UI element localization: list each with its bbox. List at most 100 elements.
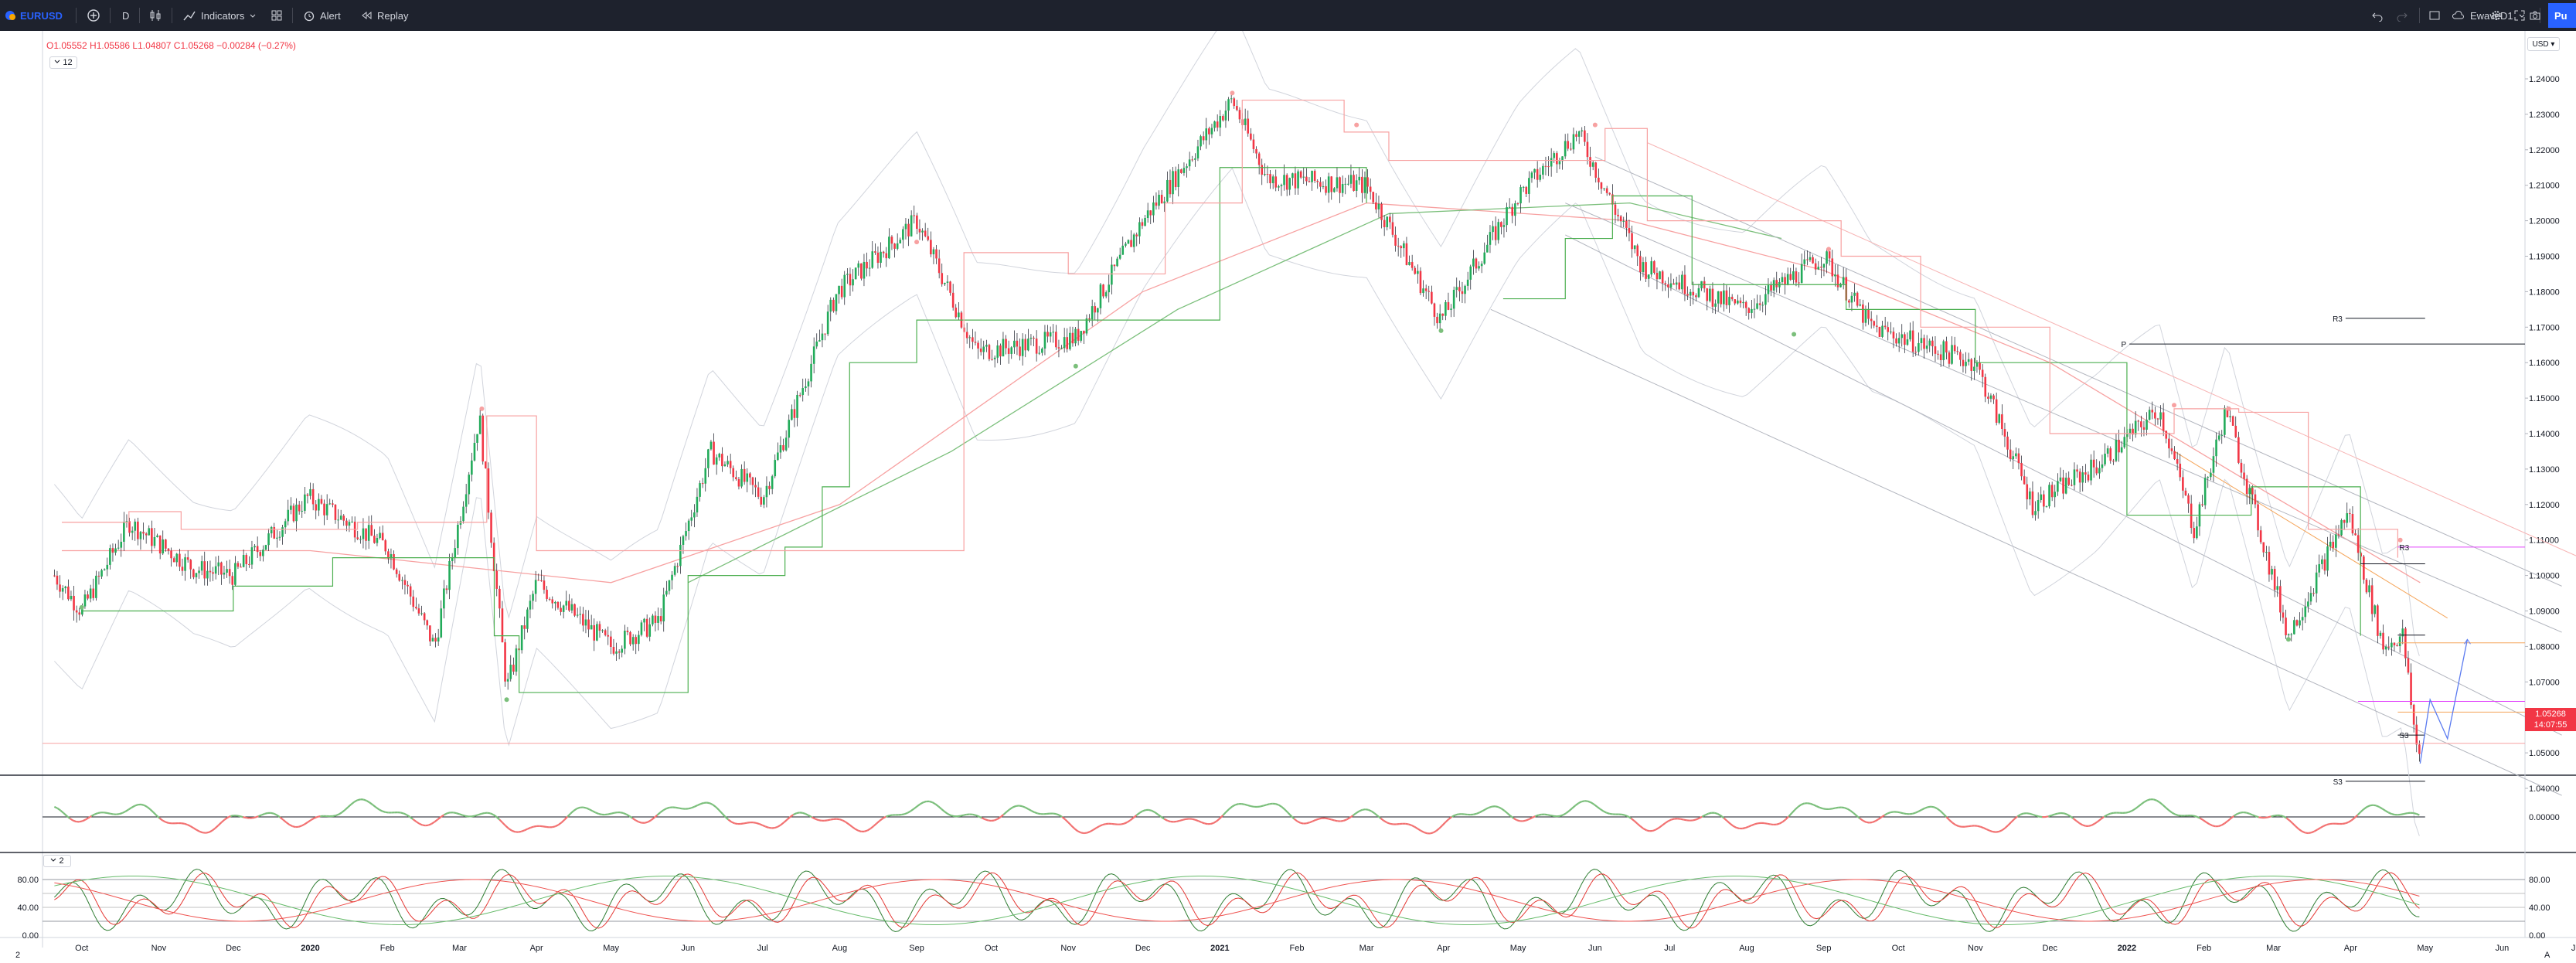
interval-button[interactable]: D	[122, 0, 129, 31]
candle-body	[1962, 359, 1965, 366]
oscillator-segment	[622, 812, 627, 815]
candle-body	[83, 594, 87, 607]
oscillator-segment	[1380, 817, 1385, 822]
candle-body	[587, 619, 590, 630]
oscillator-collapse-button[interactable]: 2	[43, 855, 71, 867]
oscillator-segment	[567, 812, 572, 818]
oscillator-segment	[1441, 821, 1447, 826]
indicators-collapse-button[interactable]: 12	[49, 56, 77, 69]
support-steps	[1502, 195, 2361, 636]
oscillator-segment	[1027, 808, 1032, 812]
candle-body	[2412, 704, 2415, 725]
oscillator-segment	[1523, 819, 1526, 822]
symbol-flag-icon	[5, 10, 15, 21]
oscillator-segment	[1176, 819, 1180, 822]
chart-type-button[interactable]	[148, 0, 162, 31]
auto-scale-toggle[interactable]: A	[2544, 951, 2550, 960]
oscillator-segment	[1829, 808, 1832, 811]
oscillator-segment	[372, 804, 377, 808]
undo-button[interactable]	[2371, 0, 2384, 31]
oscillator-segment	[158, 817, 164, 822]
candle-body	[1647, 274, 1650, 279]
price-tick-label: 1.04000	[2529, 784, 2560, 794]
oscillator-segment	[1571, 805, 1577, 809]
publish-button[interactable]: Pu	[2548, 3, 2576, 28]
oscillator-segment	[1424, 831, 1428, 835]
oscillator-segment	[1785, 815, 1790, 821]
candle-body	[476, 434, 478, 443]
candle-body	[198, 570, 200, 573]
symbol-search-button[interactable]: EURUSD	[5, 0, 63, 31]
candle-body	[1358, 176, 1361, 181]
oscillator-segment	[217, 822, 223, 826]
current-price-value: 1.05268	[2535, 709, 2566, 719]
replay-button[interactable]: Replay	[360, 0, 408, 31]
candle-body	[2243, 472, 2245, 479]
oscillator-segment	[533, 825, 537, 828]
candle-body	[276, 537, 278, 539]
layout-menu-button[interactable]: EwaveD1	[2452, 0, 2526, 31]
oscillator-segment	[511, 829, 516, 833]
oscillator-segment	[747, 822, 750, 824]
oscillator-segment	[2384, 810, 2389, 814]
candle-body	[2309, 593, 2312, 602]
currency-selector[interactable]: USD ▾	[2527, 37, 2560, 51]
oscillator-segment	[1708, 812, 1712, 815]
redo-button[interactable]	[2396, 0, 2408, 31]
candle-body	[1013, 340, 1016, 348]
snapshot-button[interactable]	[2529, 0, 2541, 31]
indicators-button[interactable]: Indicators	[182, 0, 257, 31]
candle-body	[1478, 266, 1480, 269]
candle-body	[798, 394, 801, 396]
oscillator-segment	[189, 825, 194, 829]
oscillator-segment	[481, 812, 485, 815]
layout-toggle-button[interactable]	[2428, 0, 2441, 31]
candle-body	[699, 483, 701, 497]
candle-body	[1414, 267, 1417, 274]
candle-body	[2137, 420, 2140, 422]
oscillator-segment	[332, 815, 336, 818]
oscillator-segment	[768, 826, 772, 829]
oscillator-segment	[2280, 815, 2284, 818]
oscillator-segment	[1732, 825, 1737, 829]
camera-icon	[2529, 9, 2541, 22]
candle-body	[629, 631, 631, 645]
current-price-tag: 1.05268 14:07:55	[2525, 708, 2576, 731]
oscillator-segment	[196, 829, 200, 832]
candle-body	[921, 230, 924, 233]
candle-body	[1400, 246, 1403, 249]
chart-canvas[interactable]: 1.240001.230001.220001.210001.200001.190…	[0, 31, 2576, 963]
candle-body	[2365, 580, 2368, 593]
candle-body	[1132, 234, 1135, 247]
candle-body	[1191, 159, 1194, 161]
oscillator-segment	[802, 812, 806, 815]
candle-body	[1970, 359, 1973, 371]
candle-body	[746, 473, 749, 482]
candle-body	[1285, 175, 1288, 190]
oscillator-segment	[1871, 820, 1876, 824]
candle-body	[1975, 362, 1979, 367]
time-tick-label: May	[2417, 944, 2433, 953]
candle-body	[1981, 369, 1984, 377]
templates-button[interactable]	[271, 0, 283, 31]
compare-button[interactable]	[87, 0, 100, 31]
oscillator-segment	[1064, 818, 1070, 824]
candle-body	[1828, 251, 1831, 259]
candle-body	[1550, 158, 1553, 167]
price-tick-label: 1.12000	[2529, 501, 2560, 510]
time-tick-label: Aug	[832, 944, 848, 953]
candle-body	[2193, 528, 2196, 539]
candle-body	[181, 567, 184, 571]
alert-button[interactable]: Alert	[303, 0, 341, 31]
candle-body	[523, 625, 526, 629]
candle-body	[1572, 134, 1575, 150]
fullscreen-button[interactable]	[2513, 0, 2526, 31]
oscillator-segment	[1420, 829, 1424, 833]
oscillator-segment	[1503, 809, 1509, 815]
candle-body	[1216, 121, 1219, 128]
oscillator-segment	[1358, 808, 1363, 812]
candle-body	[384, 540, 387, 552]
candle-body	[356, 537, 359, 539]
settings-button[interactable]	[2490, 0, 2503, 31]
candle-body	[1450, 308, 1452, 310]
